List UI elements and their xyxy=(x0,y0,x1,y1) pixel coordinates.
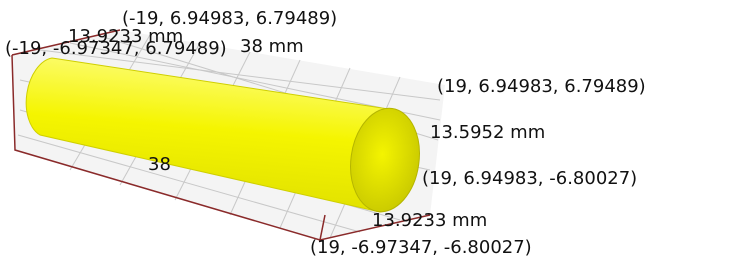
corner-label: (19, 6.94983, 6.79489) xyxy=(437,76,646,97)
bounding-box-view: (-19, 6.94983, 6.79489) 13.9233 mm (-19,… xyxy=(0,0,750,258)
corner-label: (19, -6.97347, -6.80027) xyxy=(310,237,532,258)
dimension-label: 13.5952 mm xyxy=(430,122,545,143)
corner-label: (19, 6.94983, -6.80027) xyxy=(422,168,637,189)
dimension-label: 38 mm xyxy=(240,36,304,57)
dimension-label: 38 xyxy=(148,154,171,175)
page: {"labels": { "corner_top_left_back": "(-… xyxy=(0,0,750,258)
dimension-label: 13.9233 mm xyxy=(372,210,487,231)
corner-label: (-19, -6.97347, 6.79489) xyxy=(5,38,227,59)
